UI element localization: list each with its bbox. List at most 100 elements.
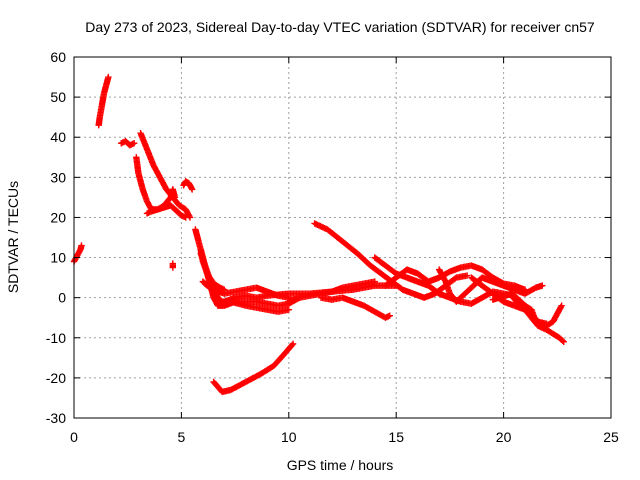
series-track-l xyxy=(197,250,292,315)
data-point-marker xyxy=(382,313,392,321)
data-point-marker xyxy=(554,303,565,317)
data-point-marker xyxy=(167,202,180,214)
data-point-marker xyxy=(105,73,112,81)
data-point-marker xyxy=(210,286,221,300)
data-point-marker xyxy=(77,243,85,253)
data-point-marker xyxy=(508,290,521,302)
y-tick-label: 60 xyxy=(50,49,66,65)
data-point-marker xyxy=(549,330,562,341)
data-point-marker xyxy=(156,174,169,192)
data-point-marker xyxy=(182,178,192,186)
data-point-marker xyxy=(285,306,292,313)
chart-title: Day 273 of 2023, Sidereal Day-to-day VTE… xyxy=(85,19,595,35)
x-tick-label: 0 xyxy=(70,429,78,445)
data-point-marker xyxy=(558,302,565,309)
x-tick-label: 10 xyxy=(281,429,297,445)
data-point-marker xyxy=(543,320,550,327)
y-tick-label: 30 xyxy=(50,169,66,185)
series-track-m xyxy=(221,282,400,305)
data-point-marker xyxy=(339,238,360,256)
series-track-p xyxy=(210,340,297,396)
data-point-marker xyxy=(135,170,146,192)
series-track-w xyxy=(489,290,550,327)
data-point-marker xyxy=(169,260,177,267)
series-track-t xyxy=(435,266,546,305)
data-point-marker xyxy=(242,371,263,386)
x-tick-label: 25 xyxy=(603,429,619,445)
series-track-o xyxy=(317,294,393,321)
data-point-marker xyxy=(96,103,105,121)
y-tick-label: 50 xyxy=(50,89,66,105)
y-tick-label: 40 xyxy=(50,129,66,145)
data-point-marker xyxy=(281,341,296,358)
data-point-marker xyxy=(137,130,150,151)
data-point-marker xyxy=(133,154,142,176)
data-point-marker xyxy=(178,212,188,220)
data-point-marker xyxy=(521,285,538,297)
data-point-marker xyxy=(367,262,384,276)
data-point-marker xyxy=(182,206,193,220)
data-point-marker xyxy=(210,378,225,395)
data-point-marker xyxy=(143,208,154,217)
data-point-marker xyxy=(560,338,567,345)
data-point-marker xyxy=(257,363,276,378)
series-track-b xyxy=(95,73,112,129)
plot-frame xyxy=(73,56,612,419)
data-point-marker xyxy=(425,282,442,296)
series-track-g xyxy=(169,260,177,271)
data-point-marker xyxy=(98,91,108,109)
data-point-marker xyxy=(386,312,393,319)
data-point-marker xyxy=(182,214,189,221)
data-point-marker xyxy=(463,272,471,279)
data-point-marker xyxy=(461,283,476,297)
data-point-marker xyxy=(468,295,484,307)
data-point-marker xyxy=(360,302,377,315)
data-point-marker xyxy=(543,326,555,337)
series-track-h xyxy=(180,178,196,193)
data-point-marker xyxy=(78,242,85,249)
data-point-marker xyxy=(453,291,468,305)
data-point-marker xyxy=(130,140,138,147)
y-tick-label: -20 xyxy=(46,370,66,386)
data-point-marker xyxy=(199,278,210,288)
series-track-n xyxy=(285,278,378,305)
series-track-a xyxy=(70,242,85,265)
data-point-marker xyxy=(435,266,449,284)
data-point-marker xyxy=(194,234,204,252)
data-point-marker xyxy=(143,198,154,212)
y-tick-label: 0 xyxy=(58,290,66,306)
data-point-marker xyxy=(382,275,399,289)
data-point-marker xyxy=(150,162,163,180)
y-tick-label: -30 xyxy=(46,410,66,426)
tick-layer: -30 -20 -10 0 10 20 30 40 50 60 0 5 10 15 20 25 xyxy=(46,49,619,445)
data-point-marker xyxy=(188,186,196,193)
data-point-marker xyxy=(126,140,136,149)
series-track-d xyxy=(137,130,194,221)
x-axis-label: GPS time / hours xyxy=(287,457,394,473)
data-point-marker xyxy=(539,282,546,289)
data-point-marker xyxy=(478,282,495,296)
data-point-marker xyxy=(216,284,227,293)
grid-layer xyxy=(74,57,611,418)
x-tick-label: 5 xyxy=(178,429,186,445)
data-point-marker xyxy=(118,138,128,147)
series-track-f xyxy=(143,202,189,221)
data-point-marker xyxy=(324,226,345,244)
data-point-marker xyxy=(528,310,541,324)
data-point-marker xyxy=(371,254,388,268)
data-point-marker xyxy=(176,202,188,212)
data-point-marker xyxy=(521,302,534,316)
data-point-marker xyxy=(354,250,373,268)
data-point-marker xyxy=(227,379,248,394)
data-layer xyxy=(70,73,567,396)
data-point-marker xyxy=(75,247,83,257)
data-point-marker xyxy=(556,334,566,344)
data-point-marker xyxy=(289,340,297,347)
y-tick-label: 10 xyxy=(50,250,66,266)
data-point-marker xyxy=(468,274,485,288)
data-point-marker xyxy=(180,179,189,189)
data-point-marker xyxy=(371,278,378,285)
y-tick-label: -10 xyxy=(46,330,66,346)
data-point-marker xyxy=(173,208,184,218)
